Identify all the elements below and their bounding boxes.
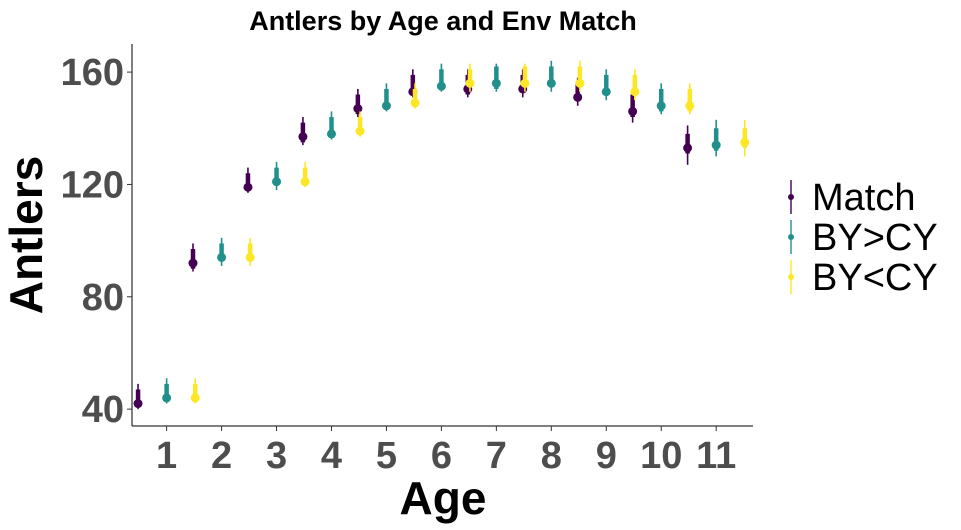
legend-label: Match <box>812 177 915 219</box>
data-point <box>630 87 640 97</box>
legend-item: BY>CY <box>788 217 938 259</box>
x-tick-label: 10 <box>640 435 682 477</box>
data-point <box>711 140 721 150</box>
point-range <box>245 237 255 266</box>
legend-key-point <box>788 234 794 240</box>
x-tick-label: 4 <box>321 435 342 477</box>
point-range <box>326 111 336 140</box>
x-tick-label: 5 <box>376 435 397 477</box>
x-tick-label: 6 <box>431 435 452 477</box>
y-tick-label: 80 <box>82 277 124 319</box>
point-range <box>575 60 585 92</box>
data-point <box>162 393 172 403</box>
data-point <box>272 177 282 187</box>
data-point <box>465 78 475 88</box>
legend-key-point <box>788 274 794 280</box>
y-tick-label: 160 <box>61 52 124 94</box>
point-range <box>217 237 227 266</box>
point-range <box>300 161 310 188</box>
data-point <box>491 78 501 88</box>
data-point <box>300 177 310 187</box>
x-tick-label: 9 <box>596 435 617 477</box>
point-range <box>520 63 530 92</box>
data-point <box>410 98 420 108</box>
chart-marks <box>133 60 750 410</box>
point-range <box>298 117 308 146</box>
data-point <box>190 393 200 403</box>
chart-title: Antlers by Age and Env Match <box>249 6 637 36</box>
point-range <box>190 378 200 404</box>
point-range <box>685 83 695 115</box>
x-tick-label: 1 <box>156 435 177 477</box>
legend-key-point <box>788 194 794 200</box>
data-point <box>217 252 227 262</box>
data-point <box>520 78 530 88</box>
x-tick-label: 3 <box>266 435 287 477</box>
point-range <box>465 63 475 92</box>
data-point <box>298 132 308 142</box>
data-point <box>243 182 253 192</box>
data-point <box>685 101 695 111</box>
x-tick-label: 8 <box>541 435 562 477</box>
point-range <box>683 125 693 165</box>
x-axis-title: Age <box>400 472 487 524</box>
data-point <box>628 106 638 116</box>
x-tick-label: 7 <box>486 435 507 477</box>
point-range <box>243 167 253 193</box>
point-range <box>601 69 611 101</box>
point-range <box>133 383 143 410</box>
point-range <box>546 60 556 92</box>
data-point <box>573 92 583 102</box>
y-tick-label: 120 <box>61 164 124 206</box>
data-point <box>355 126 365 136</box>
point-range <box>355 111 365 137</box>
data-point <box>188 258 198 268</box>
data-point <box>656 101 666 111</box>
point-range <box>436 63 446 92</box>
data-point <box>326 129 336 139</box>
point-range <box>711 119 721 157</box>
legend-label: BY>CY <box>812 217 938 259</box>
y-axis-title: Antlers <box>0 156 52 314</box>
data-point <box>245 252 255 262</box>
legend-label: BY<CY <box>812 257 938 299</box>
data-point <box>575 78 585 88</box>
data-point <box>133 399 143 409</box>
axes: 40 80 120 160 1 2 3 4 5 6 7 8 9 10 11 <box>61 44 753 477</box>
data-point <box>601 87 611 97</box>
data-point <box>683 143 693 153</box>
point-range <box>353 88 363 118</box>
point-range <box>410 83 420 109</box>
data-point <box>353 104 363 114</box>
data-point <box>546 78 556 88</box>
y-tick-label: 40 <box>82 389 124 431</box>
point-range <box>630 69 640 101</box>
point-range <box>740 119 750 157</box>
point-range <box>491 63 501 92</box>
data-point <box>740 137 750 147</box>
point-range <box>381 83 391 112</box>
data-point <box>436 81 446 91</box>
point-range <box>656 83 666 115</box>
x-tick-label: 2 <box>211 435 232 477</box>
legend-item: Match <box>788 177 915 219</box>
point-range <box>188 243 198 272</box>
point-range <box>272 161 282 191</box>
legend-item: BY<CY <box>788 257 938 299</box>
point-range <box>162 378 172 404</box>
data-point <box>381 101 391 111</box>
x-tick-label: 11 <box>696 435 736 477</box>
